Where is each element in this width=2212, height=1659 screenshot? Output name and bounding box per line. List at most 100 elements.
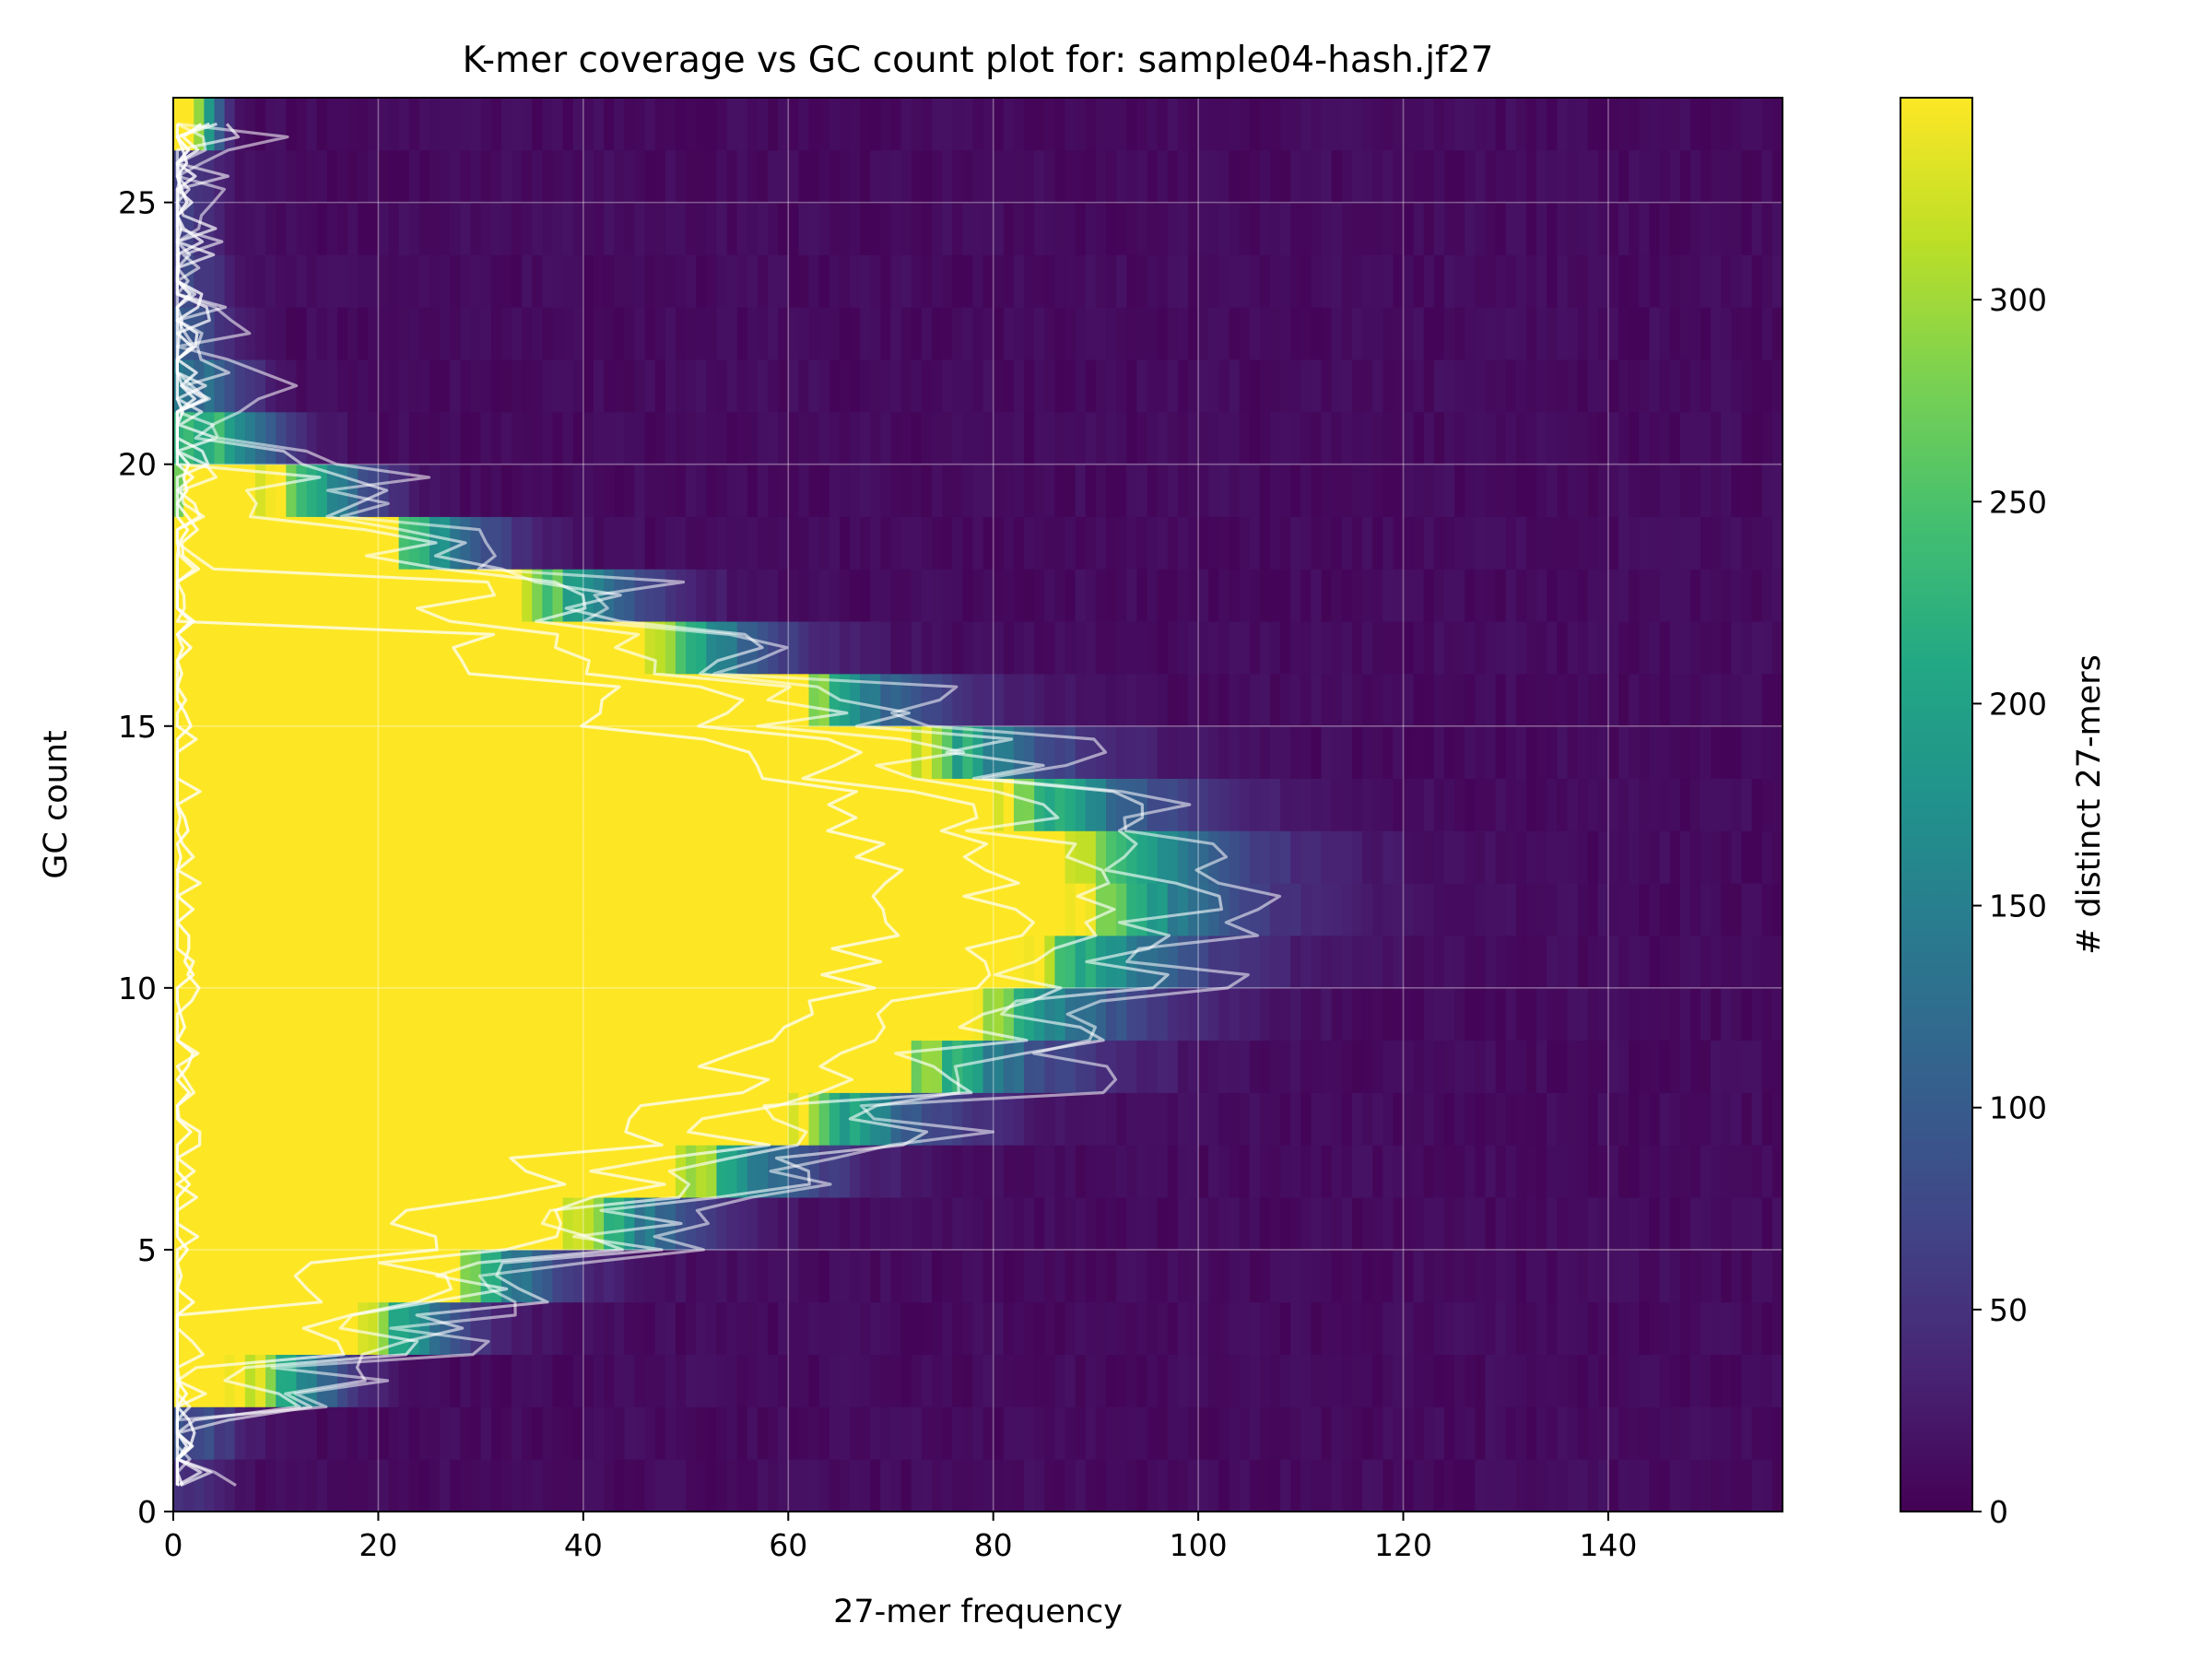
heatmap-cell (1259, 411, 1271, 465)
heatmap-cell (582, 621, 594, 675)
heatmap-cell (1300, 98, 1312, 151)
heatmap-cell (1372, 1092, 1383, 1146)
heatmap-cell (1536, 673, 1547, 727)
heatmap-cell (470, 778, 482, 831)
heatmap-cell (1300, 1092, 1312, 1146)
heatmap-cell (511, 1301, 523, 1355)
heatmap-cell (798, 673, 810, 727)
heatmap-cell (1495, 98, 1507, 151)
heatmap-cell (1587, 778, 1599, 831)
heatmap-cell (1505, 1040, 1517, 1093)
heatmap-cell (1208, 254, 1219, 308)
heatmap-cell (183, 935, 194, 989)
heatmap-cell (582, 883, 594, 936)
x-tick-label: 120 (1374, 1527, 1432, 1563)
heatmap-cell (336, 307, 348, 360)
heatmap-cell (1751, 778, 1763, 831)
heatmap-cell (675, 1040, 687, 1093)
heatmap-cell (747, 1354, 759, 1407)
heatmap-cell (593, 883, 605, 936)
heatmap-cell (982, 359, 994, 413)
heatmap-cell (1433, 1301, 1445, 1355)
heatmap-cell (1761, 307, 1773, 360)
heatmap-cell (962, 149, 974, 204)
heatmap-cell (726, 307, 738, 360)
heatmap-cell (1259, 725, 1271, 779)
heatmap-cell (316, 1145, 328, 1198)
heatmap-cell (1259, 98, 1271, 151)
heatmap-cell (460, 725, 472, 779)
heatmap-cell (244, 883, 256, 936)
heatmap-cell (952, 1092, 963, 1146)
heatmap-cell (1044, 149, 1056, 204)
heatmap-cell (511, 621, 523, 675)
heatmap-cell (1229, 778, 1241, 831)
heatmap-cell (1711, 830, 1722, 884)
heatmap-cell (593, 516, 605, 570)
heatmap-cell (1126, 411, 1137, 465)
heatmap-cell (276, 725, 287, 779)
heatmap-cell (265, 1092, 276, 1146)
heatmap-cell (1136, 1040, 1148, 1093)
heatmap-cell (993, 778, 1005, 831)
heatmap-cell (1669, 464, 1681, 517)
heatmap-cell (1689, 1145, 1701, 1198)
heatmap-cell (1433, 1459, 1445, 1512)
heatmap-cell (1444, 1406, 1455, 1460)
heatmap-cell (1505, 254, 1517, 308)
heatmap-cell (1485, 1354, 1497, 1407)
heatmap-cell (450, 98, 461, 151)
heatmap-cell (1536, 725, 1547, 779)
heatmap-cell (1393, 1197, 1405, 1251)
heatmap-cell (982, 1301, 994, 1355)
heatmap-cell (562, 778, 574, 831)
heatmap-cell (1454, 725, 1465, 779)
heatmap-cell (1711, 569, 1722, 622)
heatmap-cell (1249, 621, 1261, 675)
heatmap-cell (254, 569, 266, 622)
heatmap-cell (254, 673, 266, 727)
heatmap-cell (1403, 1197, 1415, 1251)
heatmap-cell (408, 307, 420, 360)
heatmap-cell (993, 1040, 1005, 1093)
heatmap-cell (450, 569, 461, 622)
heatmap-cell (1269, 1249, 1281, 1303)
heatmap-cell (962, 830, 974, 884)
heatmap-cell (316, 254, 328, 308)
heatmap-cell (450, 1459, 461, 1512)
heatmap-cell (1351, 202, 1363, 255)
heatmap-cell (1475, 673, 1487, 727)
heatmap-cell (265, 1459, 276, 1512)
heatmap-cell (1044, 935, 1056, 989)
heatmap-cell (398, 935, 410, 989)
heatmap-cell (440, 1197, 451, 1251)
heatmap-cell (1208, 1092, 1219, 1146)
heatmap-cell (1116, 1145, 1127, 1198)
heatmap-cell (798, 778, 810, 831)
heatmap-cell (480, 254, 492, 308)
heatmap-cell (839, 516, 851, 570)
heatmap-cell (1751, 883, 1763, 936)
heatmap-cell (1177, 1197, 1189, 1251)
heatmap-cell (1505, 1301, 1517, 1355)
heatmap-cell (1054, 673, 1066, 727)
heatmap-cell (716, 254, 728, 308)
heatmap-cell (1505, 149, 1517, 204)
heatmap-cell (1679, 725, 1691, 779)
heatmap-cell (1095, 411, 1107, 465)
heatmap-cell (1618, 1249, 1630, 1303)
heatmap-cell (644, 1145, 656, 1198)
heatmap-cell (265, 359, 276, 413)
heatmap-cell (1413, 202, 1425, 255)
heatmap-cell (1024, 883, 1035, 936)
heatmap-cell (1024, 516, 1035, 570)
heatmap-cell (286, 1301, 298, 1355)
heatmap-cell (1403, 411, 1415, 465)
heatmap-cell (788, 254, 799, 308)
heatmap-cell (1495, 935, 1507, 989)
heatmap-cell (1218, 673, 1230, 727)
heatmap-cell (500, 359, 512, 413)
heatmap-cell (1044, 98, 1056, 151)
heatmap-cell (1003, 1145, 1015, 1198)
heatmap-cell (1771, 1406, 1783, 1460)
